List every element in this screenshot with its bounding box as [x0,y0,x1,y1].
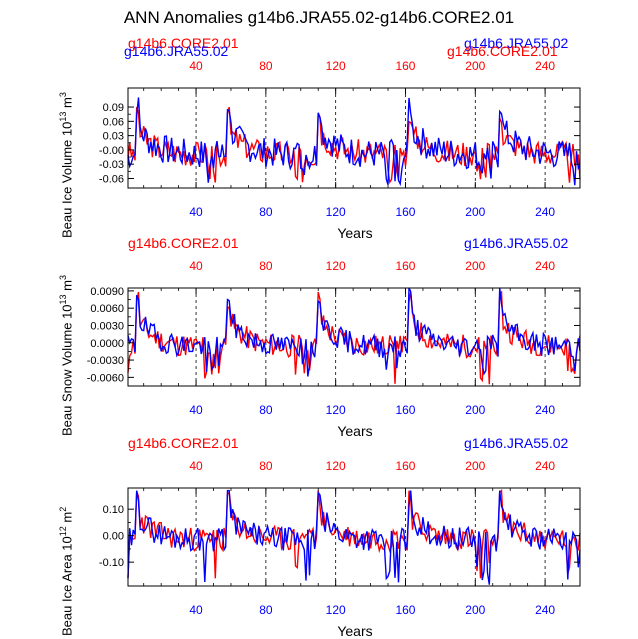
xtick-label-bottom: 120 [326,603,346,617]
series-label-jra-right: g14b6.JRA55.02 [464,35,569,51]
xtick-label-top: 160 [395,459,415,473]
ytick-label: 0.0060 [90,303,124,315]
ytick-label: -0.0060 [87,372,124,384]
xtick-label-top: 240 [535,459,555,473]
xtick-label-top: 160 [395,259,415,273]
series-line-g14b6.JRA55.02 [127,489,581,585]
xtick-label-bottom: 200 [465,603,485,617]
series-label-core-left: g14b6.CORE2.01 [128,35,239,51]
y-axis-label: Beau Ice Area 1012 m2 [58,506,75,636]
chart-svg: -0.06 -0.03 -0.00 0.03 0.06 0.09 40 80 120 160 200… [99,59,581,219]
xtick-label-bottom: 160 [395,603,415,617]
ytick-label: 0.0030 [90,320,124,332]
ytick-label: 0.0090 [90,286,124,298]
ytick-label: 0.09 [103,102,124,114]
ytick-label: -0.03 [99,159,124,171]
ytick-label: 0.06 [103,116,124,128]
ytick-label: 0.03 [103,131,124,143]
xtick-label-bottom: 240 [535,403,555,417]
ytick-label: 0.10 [103,504,124,516]
ytick-label: -0.06 [99,173,124,185]
x-axis-label: Years [337,423,373,439]
panel-ice-area: -0.10 0.00 0.10 40 80 120 160 200 240 40 80 120 160 2… [0,400,638,639]
series-label-core-left: g14b6.CORE2.01 [128,435,239,451]
chart-svg: -0.10 0.00 0.10 40 80 120 160 200 240 40 80 120 160 2… [99,459,581,617]
panel-snow-volume: -0.0060 -0.0030 0.0000 0.0030 0.0060 0.0090 40… [0,200,638,439]
ytick-label: 0.0000 [90,338,124,350]
xtick-label-top: 120 [326,259,346,273]
series-label-core-left: g14b6.CORE2.01 [128,235,239,251]
ytick-label: 0.00 [103,531,124,543]
xtick-label-bottom: 160 [395,403,415,417]
xtick-label-bottom: 80 [259,403,273,417]
xtick-label-bottom: 40 [189,205,203,219]
xtick-label-bottom: 200 [465,205,485,219]
x-axis-label: Years [337,623,373,639]
xtick-label-top: 40 [189,259,203,273]
xtick-label-bottom: 80 [259,205,273,219]
page-title: ANN Anomalies g14b6.JRA55.02-g14b6.CORE2… [123,8,515,27]
plot-frame [127,287,581,387]
xtick-label-bottom: 200 [465,403,485,417]
xtick-label-top: 80 [259,259,273,273]
xtick-label-bottom: 120 [326,403,346,417]
xtick-label-top: 200 [465,459,485,473]
x-axis-label: Years [337,225,373,241]
xtick-label-top: 40 [189,59,203,73]
xtick-label-top: 40 [189,459,203,473]
xtick-label-top: 160 [395,59,415,73]
plot-frame [127,487,581,587]
ytick-label: -0.10 [99,557,124,569]
xtick-label-top: 200 [465,259,485,273]
series-label-jra-left-overlap: g14b6.JRA55.02 [124,43,229,59]
xtick-label-top: 120 [326,59,346,73]
series-line-g14b6.JRA55.02 [127,287,581,377]
series-label-core-right-overlap: g14b6.CORE2.01 [447,43,558,59]
series-label-jra-right: g14b6.JRA55.02 [464,435,569,451]
xtick-label-top: 80 [259,59,273,73]
ytick-label: -0.0030 [87,355,124,367]
xtick-label-bottom: 240 [535,603,555,617]
xtick-label-top: 120 [326,459,346,473]
xtick-label-top: 200 [465,59,485,73]
ytick-label: -0.00 [99,145,124,157]
xtick-label-bottom: 120 [326,205,346,219]
xtick-label-bottom: 40 [189,603,203,617]
series-line-g14b6.JRA55.02 [127,97,581,187]
xtick-label-bottom: 160 [395,205,415,219]
xtick-label-bottom: 240 [535,205,555,219]
xtick-label-bottom: 40 [189,403,203,417]
xtick-label-top: 240 [535,259,555,273]
xtick-label-top: 80 [259,459,273,473]
plot-frame [127,87,581,189]
xtick-label-top: 240 [535,59,555,73]
xtick-label-bottom: 80 [259,603,273,617]
series-label-jra-right: g14b6.JRA55.02 [464,235,569,251]
chart-svg: -0.0060 -0.0030 0.0000 0.0030 0.0060 0.0090 40… [87,259,581,417]
panel-ice-volume: -0.06 -0.03 -0.00 0.03 0.06 0.09 40 80 120 160 200… [0,0,638,241]
